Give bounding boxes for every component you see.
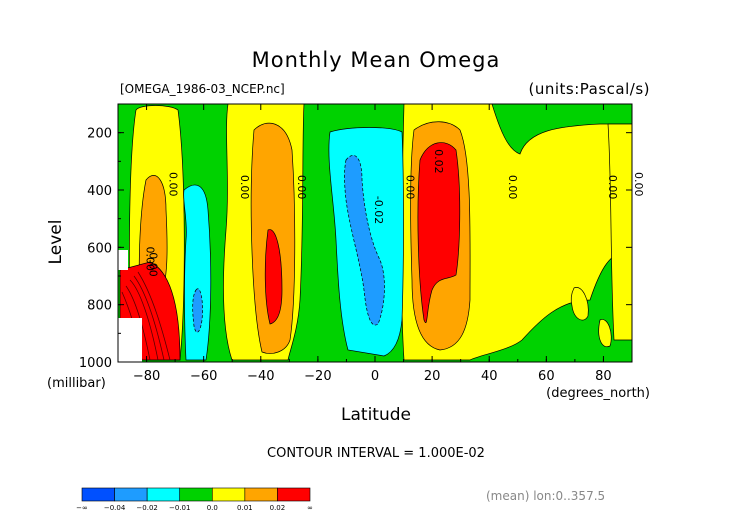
missing-region-1: [118, 250, 128, 270]
contour-interval-text: CONTOUR INTERVAL = 1.000E-02: [267, 446, 485, 461]
colorbar-label: −0.02: [136, 504, 157, 512]
colorbar-label: −0.01: [169, 504, 190, 512]
x-tick-label: 20: [424, 369, 441, 384]
cyan-region-1: [183, 184, 212, 361]
contour-label: 0.00: [146, 252, 159, 277]
contour-label: 0.00: [295, 175, 308, 200]
blue-region-2: [344, 155, 385, 326]
contour-label: 0.00: [166, 172, 179, 197]
contour-label: 0.00: [403, 175, 416, 200]
colorbar-label: −∞: [76, 504, 88, 512]
x-axis-unit: (degrees_north): [546, 386, 650, 401]
colorbar-label: 0.0: [207, 504, 218, 512]
colorbar-swatch: [114, 487, 148, 502]
y-tick-label: 200: [87, 127, 112, 142]
colorbar-label: −0.04: [104, 504, 126, 512]
red-region-2: [264, 229, 283, 325]
y-axis-unit: (millibar): [47, 376, 106, 391]
y-axis-ticks: 200 400 600 800 1000: [79, 103, 632, 371]
colorbar: −∞ −0.04 −0.02 −0.01 0.0 0.01 0.02 ∞: [76, 487, 313, 512]
yellow-patch-2: [598, 319, 612, 348]
y-tick-label: 600: [87, 241, 112, 256]
red-region-3: [417, 142, 461, 323]
units-label: (units:Pascal/s): [528, 80, 650, 98]
colorbar-label: 0.02: [270, 504, 286, 512]
contour-label: 0.00: [144, 247, 157, 272]
contour-label: -0.02: [372, 196, 385, 224]
colorbar-swatch: [211, 487, 246, 502]
contour-labels: 0.00 0.00 0.00 0.00 0.00 0.00 0.000.000.00-0.0…: [144, 149, 645, 277]
x-tick-label: 40: [481, 369, 498, 384]
yellow-patch-1: [570, 287, 589, 321]
y-tick-label: 800: [87, 299, 112, 314]
filled-contours: [118, 104, 632, 362]
colorbar-swatch: [146, 487, 181, 502]
file-label: [OMEGA_1986-03_NCEP.nc]: [120, 82, 285, 96]
x-tick-label: −20: [304, 369, 331, 384]
x-tick-label: −80: [133, 369, 160, 384]
contour-label: 0.02: [432, 149, 445, 174]
y-tick-label: 400: [87, 184, 112, 199]
blue-region-1: [192, 288, 203, 333]
x-axis-ticks: −80 −60 −40 −20 0 20 40 60 80: [117, 104, 633, 384]
contour-label: 0.00: [606, 175, 619, 200]
colorbar-swatch: [81, 487, 115, 502]
contour-label: 0.00: [238, 175, 251, 200]
colorbar-label: 0.01: [237, 504, 253, 512]
x-tick-label: 60: [538, 369, 555, 384]
x-axis-label: Latitude: [341, 405, 411, 425]
yellow-band-4: [607, 123, 632, 341]
colorbar-swatch: [277, 487, 311, 502]
x-tick-label: 0: [371, 369, 379, 384]
x-tick-label: 80: [595, 369, 612, 384]
missing-region-2: [118, 318, 142, 362]
chart-title: Monthly Mean Omega: [251, 48, 501, 72]
colorbar-label: ∞: [307, 504, 313, 512]
colorbar-swatch: [244, 487, 278, 502]
colorbar-swatch: [179, 487, 213, 502]
contour-label: 0.00: [632, 172, 645, 197]
y-tick-label: 1000: [79, 356, 112, 371]
x-tick-label: −40: [247, 369, 274, 384]
x-tick-label: −60: [190, 369, 217, 384]
footer-mean-note: (mean) lon:0..357.5: [486, 489, 606, 503]
contour-label: 0.00: [506, 175, 519, 200]
